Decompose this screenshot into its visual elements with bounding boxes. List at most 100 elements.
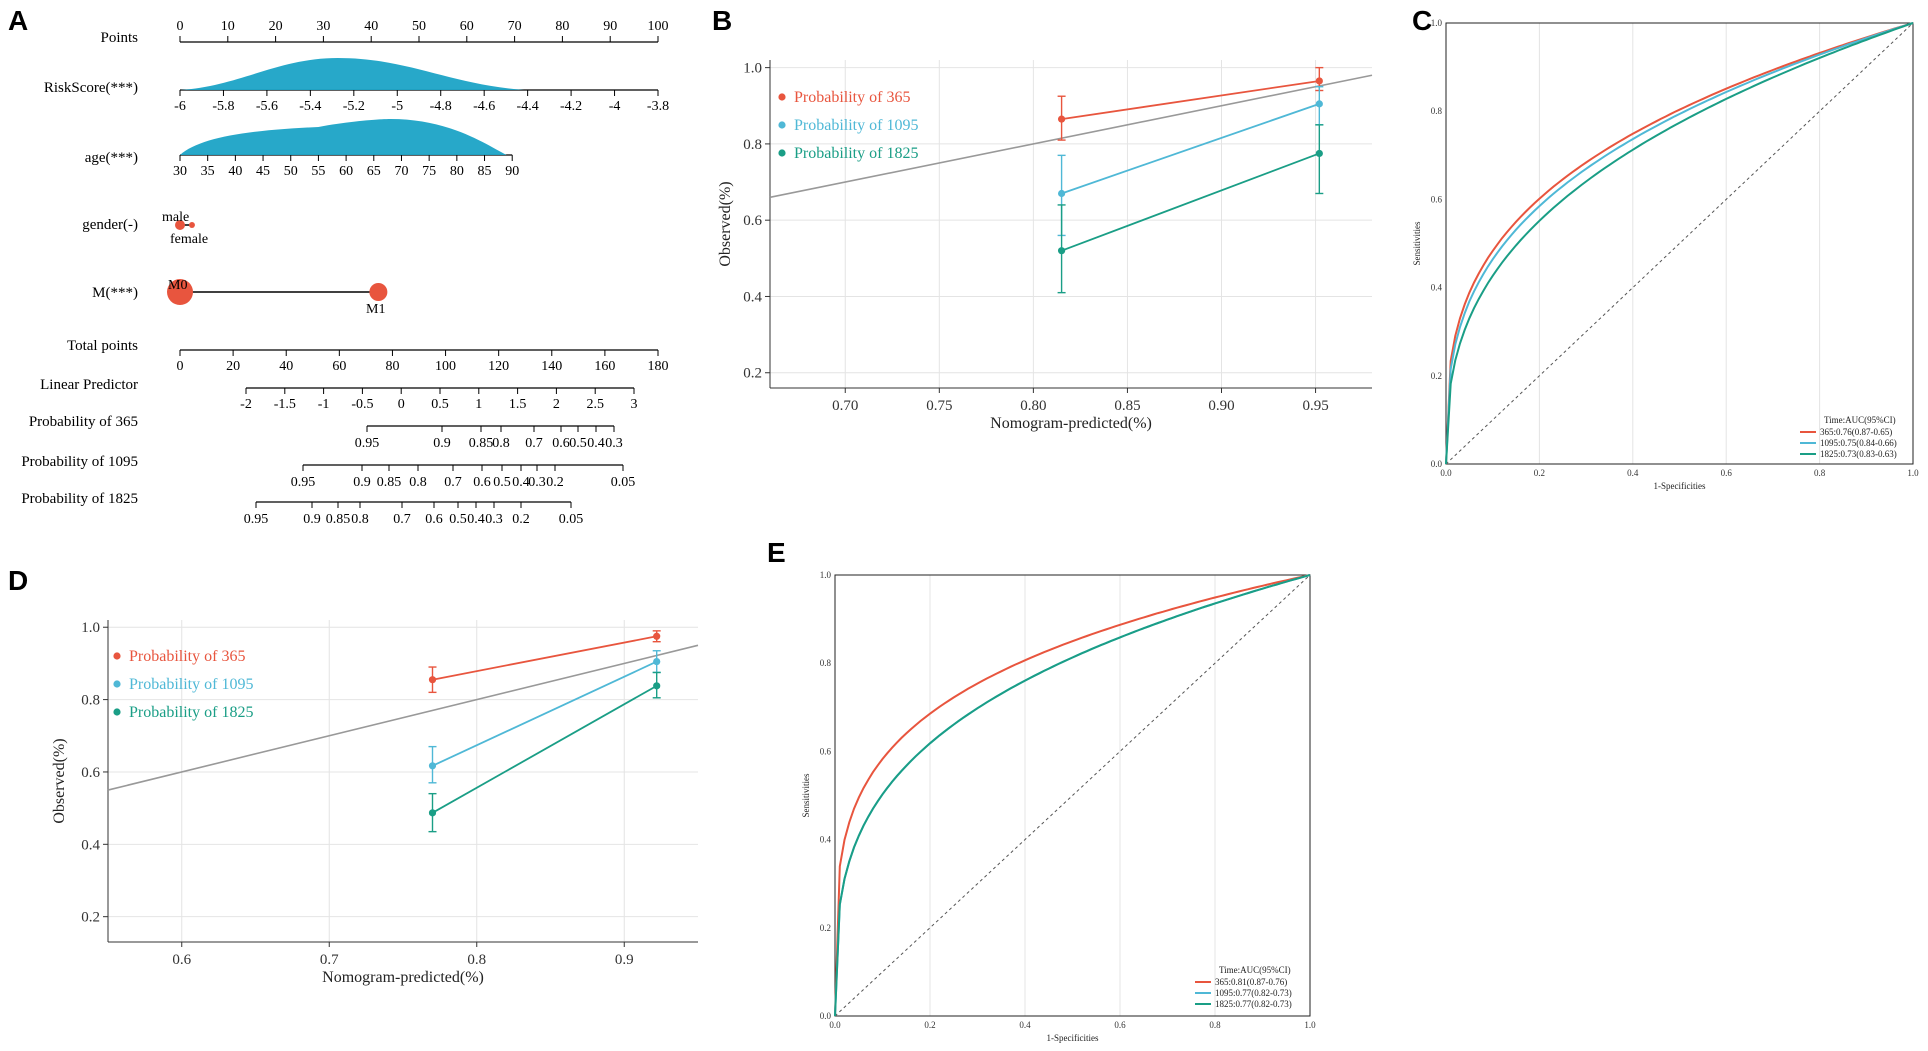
data-point xyxy=(1315,100,1323,108)
nomogram-tick-label: -5.4 xyxy=(299,99,321,114)
nomogram-tick-label: -5.2 xyxy=(343,99,365,114)
x-axis-title: Nomogram-predicted(%) xyxy=(990,415,1152,432)
nomogram-tick-label: 0 xyxy=(177,359,184,374)
nomogram-tick-label: 0.9 xyxy=(433,436,451,451)
nomogram-tick-label: 65 xyxy=(367,164,381,179)
roc-curve xyxy=(1445,22,1914,465)
nomogram-tick-label: 0.5 xyxy=(569,436,587,451)
nomogram-tick-label: -4.4 xyxy=(517,99,539,114)
y-tick-label: 0.4 xyxy=(820,835,832,845)
x-tick-label: 0.6 xyxy=(1114,1020,1126,1030)
panel-label-c: C xyxy=(1412,5,1432,36)
nomogram-tick-label: -4.8 xyxy=(430,99,452,114)
y-tick-label: 1.0 xyxy=(1431,18,1443,28)
calibration-line xyxy=(1061,103,1320,195)
x-tick-label: 0.6 xyxy=(172,952,191,968)
x-tick-label: 0.90 xyxy=(1208,398,1234,414)
data-point xyxy=(1057,115,1066,123)
nomogram-tick-label: 0.7 xyxy=(393,512,411,527)
y-axis-title: Sensitivities xyxy=(801,773,811,818)
y-tick-label: 0.2 xyxy=(820,923,831,933)
legend-label: 365:0.76(0.87-0.65) xyxy=(1820,427,1892,437)
y-tick-label: 0.4 xyxy=(743,289,762,305)
y-axis-title: Observed(%) xyxy=(717,181,734,266)
calibration-line xyxy=(1061,152,1320,252)
chance-diagonal xyxy=(834,574,1311,1017)
category-marker xyxy=(167,279,193,305)
y-tick-label: 0.6 xyxy=(1431,194,1443,204)
nomogram-tick-label: -4.6 xyxy=(473,99,495,114)
x-tick-label: 0.6 xyxy=(1721,468,1733,478)
nomogram-tick-label: 0.6 xyxy=(552,436,570,451)
nomogram-tick-label: 0.85 xyxy=(326,512,351,527)
calibration-plot-b: 0.70 0.75 0.80 0.85 0.90 0.95 0.2 0.4 0.6 0.8 1.0 P… xyxy=(717,60,1373,432)
y-tick-label: 0.8 xyxy=(1431,106,1443,116)
nomogram-tick-label: 180 xyxy=(648,359,669,374)
nomogram-tick-label: 0.6 xyxy=(425,512,443,527)
nomogram-tick-label: 0.7 xyxy=(525,436,543,451)
calibration-plot-d: 0.6 0.7 0.8 0.9 0.2 0.4 0.6 0.8 1.0 Probability o… xyxy=(51,620,699,986)
nomogram-tick-label: 55 xyxy=(311,164,325,179)
x-tick-label: 0.4 xyxy=(1019,1020,1031,1030)
data-point xyxy=(1057,189,1066,198)
x-tick-label: 0.8 xyxy=(467,952,486,968)
nomogram-tick-label: 35 xyxy=(201,164,215,179)
legend-marker xyxy=(113,652,121,660)
nomogram-tick-label: 0.5 xyxy=(431,397,449,412)
nomogram-tick-label: 40 xyxy=(228,164,242,179)
panel-label-a: A xyxy=(8,5,28,36)
nomogram-tick-label: 0.4 xyxy=(512,475,530,490)
nomogram-row-label: M(***) xyxy=(92,285,138,301)
nomogram-tick-label: 0.6 xyxy=(473,475,491,490)
reference-diagonal xyxy=(107,644,699,791)
y-tick-label: 1.0 xyxy=(81,620,100,636)
legend-label: Probability of 1825 xyxy=(129,704,253,721)
panel-label-e: E xyxy=(767,537,786,568)
x-tick-label: 0.4 xyxy=(1627,468,1639,478)
x-tick-label: 0.8 xyxy=(1209,1020,1221,1030)
nomogram-tick-label: 0 xyxy=(177,19,184,34)
nomogram-tick-label: 40 xyxy=(364,19,378,34)
legend-marker xyxy=(113,708,121,716)
nomogram-tick-label: 100 xyxy=(648,19,669,34)
x-tick-label: 0.70 xyxy=(832,398,858,414)
nomogram-tick-label: 0.05 xyxy=(611,475,636,490)
legend-marker xyxy=(778,149,786,157)
legend-label: 1825:0.73(0.83-0.63) xyxy=(1820,449,1897,459)
nomogram-tick-label: 60 xyxy=(339,164,353,179)
roc-curve xyxy=(834,574,1311,1017)
category-marker xyxy=(369,283,388,301)
legend-label: Probability of 1825 xyxy=(794,145,918,162)
x-axis-title: 1-Specificities xyxy=(1047,1033,1099,1043)
nomogram-row-label: Points xyxy=(100,30,138,46)
x-tick-label: 0.8 xyxy=(1814,468,1826,478)
category-label: M1 xyxy=(366,302,385,317)
nomogram-tick-label: 20 xyxy=(269,19,283,34)
nomogram-tick-label: 140 xyxy=(541,359,562,374)
y-tick-label: 0.4 xyxy=(81,837,100,853)
plot-frame xyxy=(834,574,1311,1017)
nomogram-tick-label: 2.5 xyxy=(586,397,604,412)
nomogram-tick-label: 0.8 xyxy=(351,512,369,527)
nomogram-tick-label: 0.5 xyxy=(493,475,511,490)
nomogram-tick-label: 60 xyxy=(332,359,346,374)
nomogram-row-label: Probability of 1825 xyxy=(21,491,138,507)
nomogram-tick-label: -1.5 xyxy=(274,397,296,412)
nomogram-row-label: Probability of 365 xyxy=(29,414,138,430)
x-tick-label: 0.75 xyxy=(926,398,952,414)
data-point xyxy=(1315,77,1323,85)
data-point xyxy=(428,762,437,770)
nomogram-tick-label: 0 xyxy=(398,397,405,412)
legend-marker xyxy=(778,121,786,129)
roc-plot-c: 0.00.0 0.2 0.2 0.4 0.4 0.6 0.6 0.8 0.8 1.0 1.0 Time… xyxy=(1412,18,1919,491)
nomogram-tick-label: 85 xyxy=(478,164,492,179)
nomogram-tick-label: 30 xyxy=(316,19,330,34)
plot-frame xyxy=(1445,22,1914,465)
data-point xyxy=(653,658,661,666)
nomogram-tick-label: 0.95 xyxy=(355,436,380,451)
data-point xyxy=(653,632,661,640)
nomogram-tick-label: 0.95 xyxy=(291,475,316,490)
density-curve xyxy=(180,119,507,155)
